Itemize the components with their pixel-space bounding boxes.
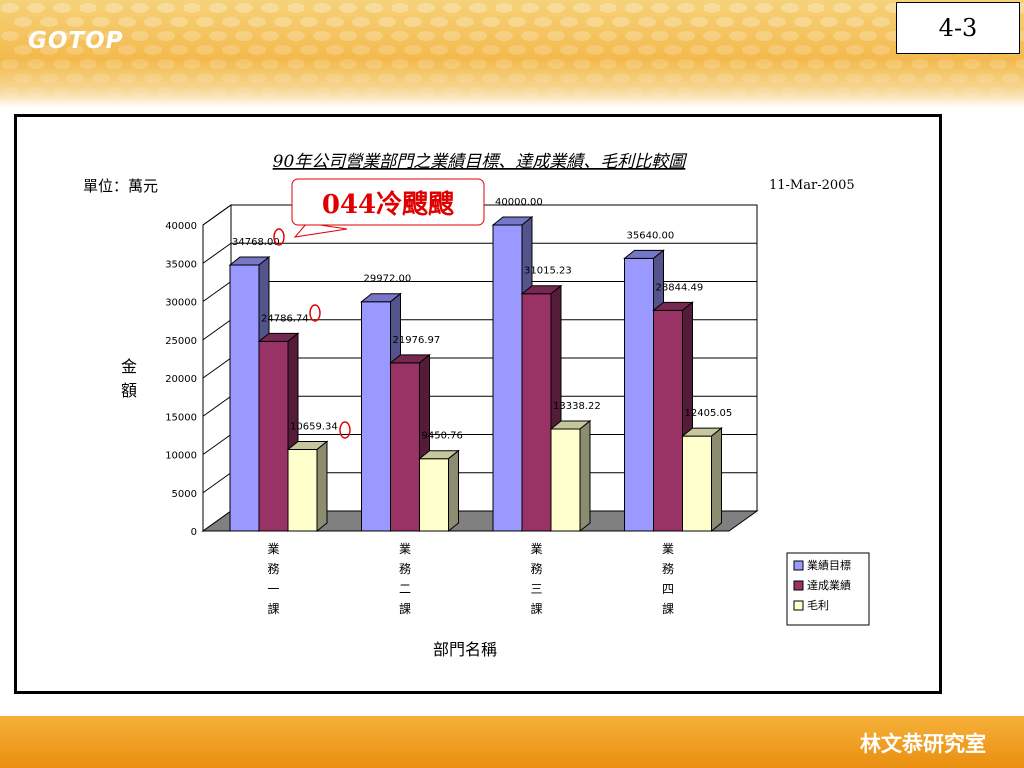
bar-front [682, 435, 712, 532]
bar-front [258, 340, 289, 532]
legend-label: 達成業績 [807, 578, 851, 592]
bar-front [390, 362, 420, 532]
legend-label: 毛利 [807, 599, 829, 612]
y-axis-label: 金額 [121, 357, 137, 400]
bar [418, 449, 460, 533]
bar [681, 427, 723, 533]
y-tick-label: 0 [191, 527, 197, 538]
y-tick-label: 25000 [165, 336, 197, 347]
bar-side [316, 440, 328, 533]
gridline-side [202, 472, 232, 494]
gridline-side [202, 242, 232, 264]
gridline-side [202, 281, 232, 302]
footer-lab-name: 林文恭研究室 [860, 732, 986, 756]
bar-front [229, 264, 260, 532]
gridline-side [202, 204, 232, 226]
y-tick-label: 15000 [165, 412, 197, 423]
highlight-marker [273, 228, 285, 246]
gridline-side [202, 395, 232, 417]
y-tick-label: 5000 [172, 489, 197, 500]
data-label: 21976.97 [393, 335, 441, 346]
data-label: 9450.76 [422, 431, 463, 442]
footer-band [0, 716, 1024, 768]
legend-swatch [793, 560, 804, 571]
header-pattern [1, 3, 1024, 97]
data-label: 10659.34 [290, 421, 338, 432]
bar-front [287, 448, 318, 532]
unit-label: 單位：萬元 [83, 177, 158, 195]
data-label: 12405.05 [685, 408, 733, 419]
data-label: 29972.00 [364, 274, 412, 285]
bar-front [492, 224, 523, 532]
chart-title: 90年公司營業部門之業績目標、達成業績、毛利比較圖 [273, 152, 689, 172]
bar-side [711, 427, 722, 533]
highlight-marker [339, 421, 351, 439]
bar-front [419, 458, 449, 532]
bar-side [579, 419, 591, 533]
legend-swatch [793, 580, 804, 591]
data-label: 28844.49 [656, 282, 704, 293]
x-tick-label: 業務三課 [530, 542, 542, 616]
bar-front [550, 428, 581, 532]
legend-swatch [793, 600, 804, 611]
y-tick-label: 35000 [165, 259, 197, 270]
y-tick-label: 20000 [165, 374, 197, 385]
bar [286, 440, 329, 533]
x-tick-label: 業務四課 [662, 542, 674, 616]
chart-frame: 90年公司營業部門之業績目標、達成業績、毛利比較圖 單位：萬元 11-Mar-2… [14, 114, 942, 694]
stamp-callout: 044冷颼颼 [291, 178, 485, 238]
legend-label: 業績目標 [807, 558, 851, 572]
y-tick-label: 40000 [165, 221, 197, 232]
bar-front [521, 293, 552, 532]
header-band [0, 0, 1024, 108]
x-axis-label: 部門名稱 [433, 640, 497, 659]
gridline-side [202, 357, 232, 379]
stamp-text: 044冷颼颼 [322, 189, 454, 220]
gotop-logo: GOTOP [28, 28, 124, 54]
bar [549, 419, 592, 533]
comparison-bar-chart: 90年公司營業部門之業績目標、達成業績、毛利比較圖 單位：萬元 11-Mar-2… [83, 152, 870, 659]
bar-side [448, 449, 459, 533]
slide-number: 4-3 [896, 2, 1020, 54]
data-label: 40000.00 [495, 197, 543, 208]
data-label: 13338.22 [553, 401, 601, 412]
x-tick-label: 業務二課 [399, 542, 411, 616]
data-label: 31015.23 [524, 266, 572, 277]
gridline-side [202, 434, 232, 455]
date-label: 11-Mar-2005 [769, 178, 855, 193]
y-tick-label: 10000 [165, 451, 197, 462]
data-label: 35640.00 [627, 230, 675, 241]
bar-front [653, 309, 683, 532]
plot-area: 0 5000 10000 15000 20000 25000 30000 35000 40000… [165, 197, 759, 616]
y-tick-label: 30000 [165, 298, 197, 309]
data-label: 34768.00 [232, 237, 280, 248]
gridline-side [202, 319, 232, 341]
bar-front [624, 257, 654, 532]
highlight-marker [309, 304, 321, 322]
data-label: 24786.74 [261, 313, 309, 324]
bar-front [361, 301, 391, 532]
x-tick-label: 業務一課 [267, 542, 279, 616]
